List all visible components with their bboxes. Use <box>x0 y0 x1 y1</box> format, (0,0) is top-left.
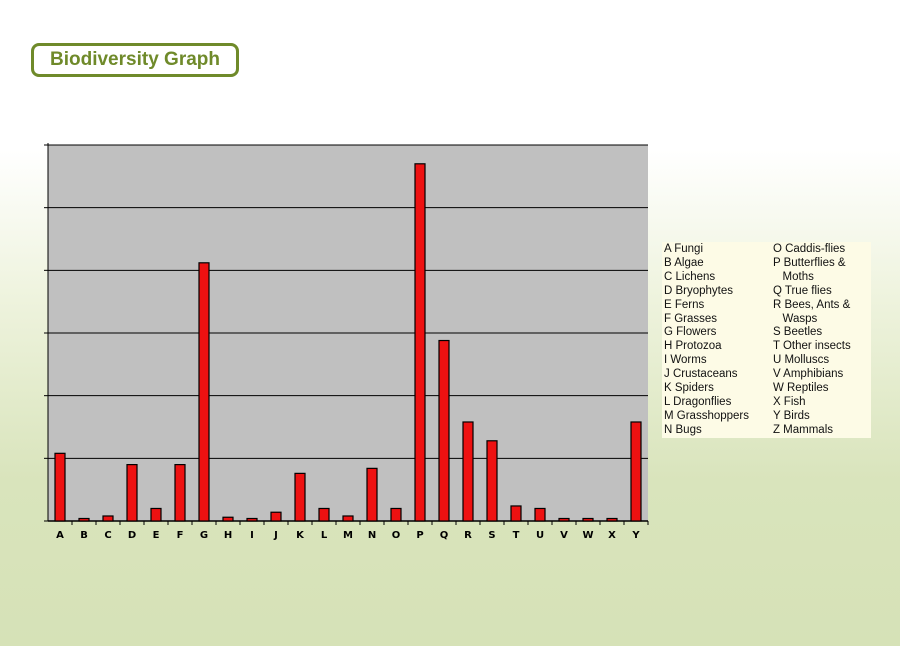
bar-o <box>390 507 402 522</box>
legend-item: Q True flies <box>772 284 832 297</box>
x-tick-label: W <box>582 530 593 541</box>
legend-item: H Protozoa <box>664 340 722 353</box>
x-tick-label: R <box>464 530 472 541</box>
bar-t <box>510 505 522 522</box>
legend-item: R Bees, Ants & Wasps <box>772 298 851 325</box>
bar-y <box>630 421 642 522</box>
bar-u <box>534 507 546 522</box>
x-tick-label: B <box>80 530 88 541</box>
legend-item: F Grasses <box>664 312 718 325</box>
bar-r <box>462 421 474 522</box>
x-tick-label: L <box>321 530 328 541</box>
x-tick-label: Q <box>440 530 449 541</box>
chart-legend: A Fungi B Algae C Lichens D Bryophytes E Fer… <box>662 242 871 438</box>
legend-item: A Fungi <box>664 243 703 255</box>
x-tick-label: H <box>224 530 232 541</box>
x-tick-label: G <box>200 530 208 541</box>
x-tick-label: M <box>343 530 353 541</box>
legend-item: U Molluscs <box>772 354 830 367</box>
bar-n <box>366 467 378 522</box>
legend-item: N Bugs <box>664 423 702 436</box>
legend-item: I Worms <box>664 354 707 367</box>
legend-item: Y Birds <box>772 409 810 422</box>
x-tick-label: D <box>128 530 136 541</box>
legend-item: M Grasshoppers <box>664 409 750 422</box>
x-tick-label: E <box>153 530 160 541</box>
legend-column-2: O Caddis-flies P Butterflies & Moths Q Tru… <box>773 243 869 437</box>
legend-item: E Ferns <box>664 298 705 311</box>
bar-h <box>222 516 234 522</box>
legend-item: S Beetles <box>772 326 823 339</box>
x-tick-label: T <box>513 530 520 541</box>
bar-e <box>150 507 162 522</box>
legend-item: G Flowers <box>664 326 717 339</box>
x-tick-label: C <box>104 530 111 541</box>
bar-v <box>558 517 570 522</box>
legend-item: K Spiders <box>664 382 714 395</box>
bar-x <box>606 517 618 522</box>
legend-item: P Butterflies & Moths <box>772 256 846 283</box>
x-tick-label: U <box>536 530 544 541</box>
bar-s <box>486 440 498 522</box>
bar-m <box>342 515 354 522</box>
legend-item: J Crustaceans <box>664 368 738 381</box>
x-tick-label: S <box>488 530 495 541</box>
bar-g <box>198 262 210 522</box>
bar-j <box>270 511 282 522</box>
x-tick-label: N <box>368 530 376 541</box>
legend-item: B Algae <box>664 256 704 269</box>
bar-p <box>414 163 426 522</box>
x-tick-label: P <box>416 530 423 541</box>
bar-b <box>78 517 90 522</box>
x-tick-label: I <box>250 530 254 541</box>
x-tick-label: F <box>177 530 184 541</box>
x-tick-label: V <box>560 530 568 541</box>
x-tick-label: K <box>296 530 305 541</box>
bar-f <box>174 464 186 522</box>
x-tick-label: X <box>608 530 616 541</box>
legend-item: Z Mammals <box>772 423 833 436</box>
x-tick-label: A <box>56 530 64 541</box>
x-tick-label: O <box>392 530 401 541</box>
x-tick-label: Y <box>631 530 640 541</box>
legend-item: O Caddis-flies <box>772 243 846 255</box>
bar-a <box>54 452 66 522</box>
legend-item: V Amphibians <box>772 368 844 381</box>
legend-item: C Lichens <box>664 270 716 283</box>
bar-l <box>318 507 330 522</box>
legend-column-1: A Fungi B Algae C Lichens D Bryophytes E Fer… <box>664 243 773 437</box>
bar-d <box>126 464 138 522</box>
legend-item: X Fish <box>772 395 806 408</box>
bar-i <box>246 517 258 522</box>
x-tick-label: J <box>273 530 278 541</box>
bar-c <box>102 515 114 522</box>
bar-w <box>582 517 594 522</box>
bar-k <box>294 472 306 522</box>
page-title: Biodiversity Graph <box>31 43 239 77</box>
legend-item: W Reptiles <box>772 382 829 395</box>
legend-item: D Bryophytes <box>664 284 734 297</box>
legend-item: T Other insects <box>772 340 851 353</box>
bar-q <box>438 339 450 522</box>
legend-item: L Dragonflies <box>664 395 732 408</box>
